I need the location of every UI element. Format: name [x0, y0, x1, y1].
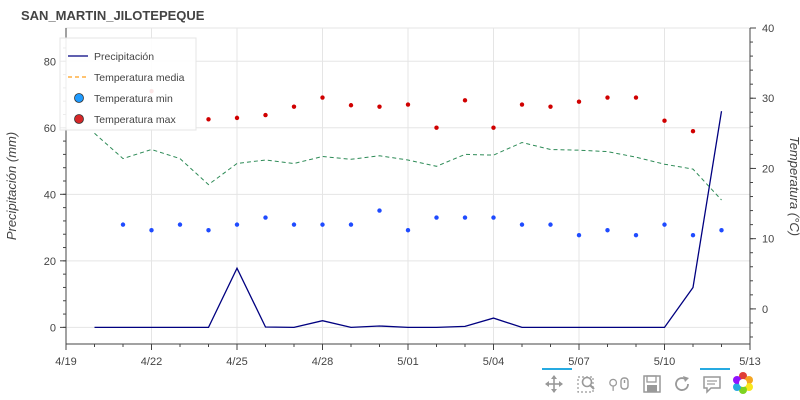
y2-tick-label: 20	[762, 163, 774, 175]
data-point-temperatura-min	[177, 222, 183, 227]
data-point-temperatura-max	[234, 115, 240, 121]
legend[interactable]: Precipitación Temperatura media Temperatur…	[59, 37, 197, 131]
data-point-temperatura-min	[377, 208, 382, 213]
data-point-temperatura-max	[519, 102, 525, 107]
reset-tool[interactable]	[668, 368, 696, 398]
data-point-temperatura-min	[519, 222, 525, 227]
y-tick-label: 40	[44, 189, 56, 201]
box-zoom-tool-icon	[577, 376, 595, 393]
y-tick-label: 60	[44, 123, 56, 135]
data-point-temperatura-max	[662, 118, 667, 123]
save-tool[interactable]	[638, 368, 666, 398]
data-point-temperatura-min	[120, 222, 126, 227]
data-point-temperatura-min	[291, 222, 297, 227]
data-point-temperatura-min	[434, 215, 439, 220]
data-point-temperatura-min	[662, 222, 667, 227]
x-tick-label: 5/01	[397, 356, 418, 368]
legend-swatch	[74, 93, 84, 103]
save-tool-icon	[643, 375, 661, 393]
data-point-temperatura-max	[633, 95, 639, 100]
x-tick-label: 4/28	[312, 356, 333, 368]
legend-label: Precipitación	[94, 51, 154, 63]
y2-tick-label: 0	[762, 304, 768, 316]
series-line-precipitaci-n	[94, 111, 723, 329]
data-point-temperatura-min	[548, 222, 553, 227]
chart-title: SAN_MARTIN_JILOTEPEQUE	[21, 8, 205, 23]
data-point-temperatura-max	[206, 117, 211, 122]
data-point-temperatura-min	[149, 228, 154, 233]
data-point-temperatura-min	[576, 232, 582, 238]
data-point-temperatura-min	[263, 215, 268, 220]
data-point-temperatura-max	[605, 95, 610, 100]
data-point-temperatura-max	[377, 104, 382, 109]
reset-tool-icon	[675, 376, 689, 391]
x-tick-label: 5/13	[739, 356, 760, 368]
data-point-temperatura-max	[291, 104, 297, 109]
y-tick-label: 20	[44, 256, 56, 268]
legend-label: Temperatura max	[94, 114, 176, 126]
wheel-zoom-tool-icon: ⚲	[608, 377, 629, 393]
series-line-temperatura-media	[94, 132, 722, 201]
data-point-temperatura-max	[348, 103, 354, 108]
y2-tick-label: 30	[762, 93, 774, 105]
data-point-temperatura-max	[434, 125, 439, 130]
data-point-temperatura-min	[719, 228, 724, 233]
data-point-temperatura-max	[548, 104, 553, 109]
legend-box	[59, 37, 197, 131]
data-point-temperatura-min	[491, 215, 496, 220]
svg-text:⚲: ⚲	[608, 377, 618, 393]
bokeh-logo[interactable]	[728, 368, 756, 398]
y-tick-label: 0	[50, 322, 56, 334]
y2-tick-label: 40	[762, 23, 774, 35]
data-point-temperatura-max	[405, 102, 411, 107]
data-point-temperatura-max	[320, 95, 325, 100]
data-point-temperatura-max	[576, 99, 582, 104]
data-point-temperatura-min	[405, 228, 411, 233]
hover-tool-icon	[703, 376, 721, 394]
toolbar: ⚲	[540, 368, 765, 398]
x-tick-label: 5/07	[568, 356, 589, 368]
legend-swatch	[74, 114, 84, 124]
x-tick-label: 5/10	[654, 356, 675, 368]
data-point-temperatura-min	[320, 222, 325, 227]
y-axis-label: Precipitación (mm)	[4, 132, 19, 240]
data-point-temperatura-min	[348, 222, 354, 227]
hover-tool[interactable]	[698, 368, 730, 398]
y2-axis-label: Temperatura (°C)	[787, 136, 800, 236]
x-tick-label: 4/19	[55, 356, 76, 368]
data-point-temperatura-min	[690, 232, 696, 238]
data-point-temperatura-max	[491, 125, 496, 130]
box-zoom-tool[interactable]	[572, 368, 600, 398]
data-point-temperatura-min	[206, 228, 211, 233]
data-point-temperatura-min	[234, 222, 240, 227]
axes: 4/19 4/22 4/25 4/28 5/01 5/04 5/07 5/10 5/13 0 20 4…	[44, 23, 775, 368]
y-tick-label: 80	[44, 56, 56, 68]
pan-tool-icon	[545, 375, 563, 393]
data-point-temperatura-max	[690, 129, 696, 134]
bokeh-logo-icon	[733, 372, 753, 394]
legend-label: Temperatura media	[94, 72, 185, 84]
x-tick-label: 5/04	[483, 356, 504, 368]
pan-tool[interactable]	[540, 368, 572, 398]
wheel-zoom-tool[interactable]: ⚲	[604, 368, 632, 398]
data-point-temperatura-min	[605, 228, 610, 233]
y2-tick-label: 10	[762, 234, 774, 246]
data-point-temperatura-max	[263, 112, 268, 118]
data-point-temperatura-min	[462, 215, 468, 220]
data-point-temperatura-max	[462, 98, 468, 103]
x-tick-label: 4/22	[141, 356, 162, 368]
legend-label: Temperatura min	[94, 93, 173, 105]
data-point-temperatura-min	[633, 232, 639, 238]
x-tick-label: 4/25	[226, 356, 247, 368]
